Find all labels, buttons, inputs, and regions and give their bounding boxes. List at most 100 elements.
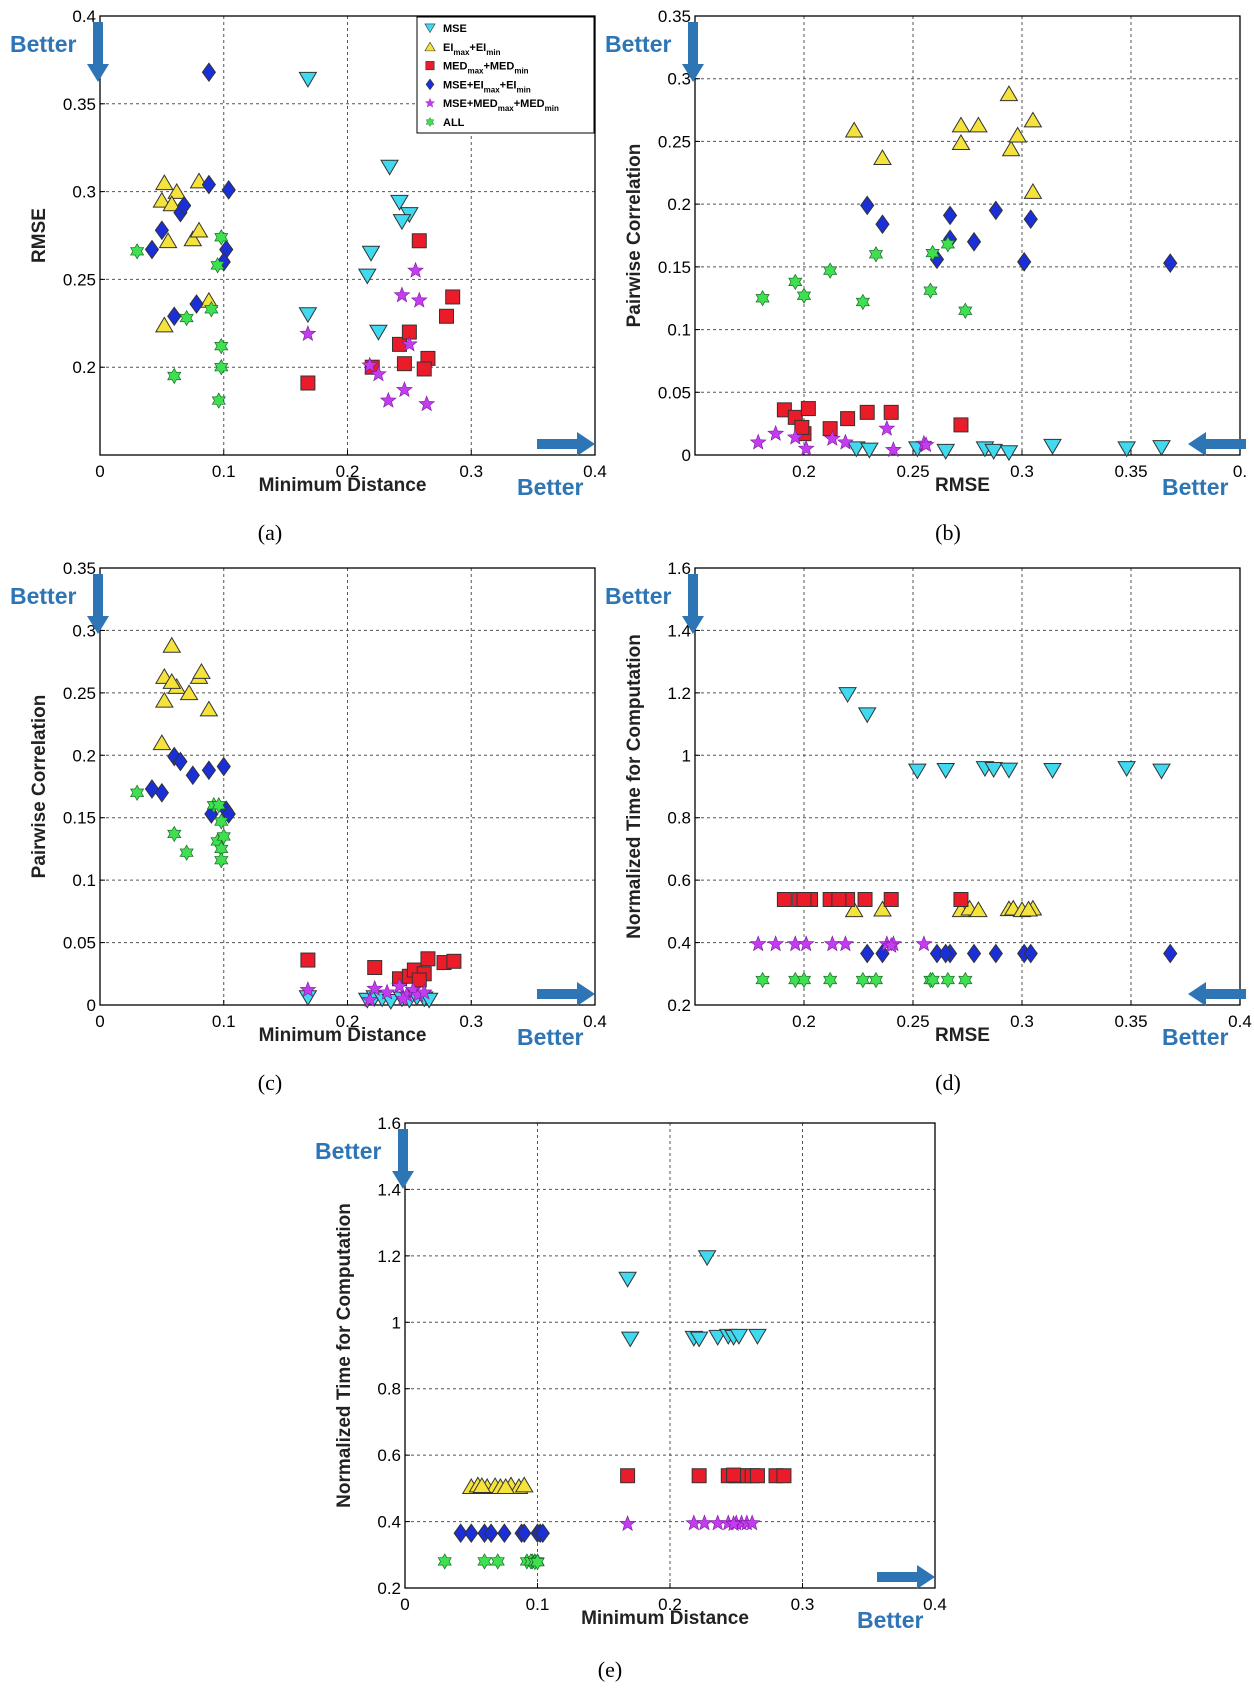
x-tick-label: 0.2 <box>336 1012 360 1031</box>
x-tick-label: 0. <box>1233 462 1247 481</box>
series-med <box>776 401 969 442</box>
y-axis-label: Pairwise Correlation <box>29 695 50 879</box>
chart-panel-e: 0 0.1 0.2 0.3 0.4 0.2 0.4 0.6 0.8 1 1.2 1.4 1.6 Minim… <box>315 1114 947 1682</box>
data-point-med <box>794 419 810 435</box>
data-point-all <box>214 851 229 869</box>
series-med <box>300 951 462 988</box>
panel-caption: (d) <box>935 1070 961 1095</box>
data-point-ei <box>154 174 174 191</box>
data-point-ei <box>472 1477 492 1493</box>
series-mseei <box>453 1523 550 1544</box>
data-point-msemed <box>915 935 933 952</box>
y-tick-label: 0.2 <box>72 746 96 765</box>
data-point-mseei <box>453 1523 468 1544</box>
data-point-med <box>776 1468 792 1484</box>
data-point-all <box>130 784 145 801</box>
data-point-msemed <box>299 981 317 998</box>
x-tick-label: 0 <box>400 1595 409 1614</box>
data-point-mseei <box>189 294 204 314</box>
data-point-ei <box>179 684 199 701</box>
data-point-med <box>367 960 383 976</box>
data-point-mseei <box>201 760 217 781</box>
data-point-ei <box>514 1476 534 1493</box>
x-tick-label: 0.3 <box>791 1595 815 1614</box>
data-point-msemed <box>396 381 413 398</box>
better-arrow-head <box>87 64 109 82</box>
data-point-mse <box>748 1328 767 1345</box>
plot-area <box>695 568 1240 1005</box>
data-point-mse <box>689 1331 709 1348</box>
data-point-msemed <box>767 935 785 952</box>
data-point-ei <box>154 691 174 708</box>
data-point-mseei <box>484 1523 499 1544</box>
data-point-msemed <box>917 436 935 453</box>
data-point-msemed <box>366 979 384 996</box>
y-tick-label: 0.4 <box>667 934 691 953</box>
series-mse <box>298 71 438 341</box>
y-tick-label: 1.4 <box>667 621 691 640</box>
x-tick-label: 0.2 <box>792 1012 816 1031</box>
data-point-all <box>530 1553 545 1571</box>
series-all <box>755 971 973 989</box>
chart-panel-a: 0 0.1 0.2 0.3 0.4 0.2 0.25 0.3 0.35 0.4 Minimum Di… <box>10 7 607 545</box>
better-label-y: Better <box>605 31 672 57</box>
data-point-mseei <box>988 200 1003 221</box>
legend-item-all: ALL <box>425 117 465 129</box>
better-indicators: Better Better <box>10 22 595 500</box>
data-point-all <box>796 287 812 304</box>
data-point-mseei <box>860 943 875 964</box>
data-point-mse <box>361 245 381 262</box>
better-arrow-shaft <box>398 1129 408 1171</box>
series-all <box>755 236 973 319</box>
x-tick-label: 0.3 <box>459 462 483 481</box>
y-tick-label: 0.8 <box>667 809 691 828</box>
series-mseei <box>144 746 236 824</box>
x-tick-label: 0.1 <box>526 1595 550 1614</box>
better-arrow-shaft <box>1206 439 1246 449</box>
data-point-all <box>796 971 812 989</box>
data-point-mse <box>357 268 377 285</box>
series-ei <box>152 636 219 751</box>
data-point-msemed <box>410 291 428 308</box>
x-tick-label: 0.2 <box>792 462 816 481</box>
y-tick-label: 0.15 <box>63 809 96 828</box>
legend-label: MSE+MEDmax+MEDmin <box>443 98 559 113</box>
data-point-mse <box>838 687 857 704</box>
data-point-mse <box>390 194 409 211</box>
data-point-med <box>953 891 969 907</box>
data-point-all <box>755 971 770 989</box>
data-point-med <box>420 951 436 967</box>
axes-frame <box>694 15 1241 456</box>
data-point-mseei <box>464 1523 479 1544</box>
x-axis-label: Minimum Distance <box>259 475 427 496</box>
data-point-med <box>883 891 899 907</box>
data-point-mseei <box>966 943 982 964</box>
data-point-mse <box>1117 761 1137 778</box>
data-point-mse <box>1043 762 1062 779</box>
data-point-ei <box>873 149 892 166</box>
y-tick-label: 0.3 <box>667 70 691 89</box>
legend-box <box>416 16 595 134</box>
data-point-mse <box>369 324 388 341</box>
data-point-mse <box>618 1271 637 1288</box>
data-point-ei <box>1023 111 1043 128</box>
chart-panel-c: 0 0.1 0.2 0.3 0.4 0 0.05 0.1 0.15 0.2 0.25 0.3 0.35 M… <box>10 559 607 1095</box>
data-point-ei <box>152 191 172 208</box>
data-point-med <box>776 891 792 907</box>
data-point-all <box>925 971 940 989</box>
data-point-med <box>796 891 812 907</box>
data-point-ei <box>844 121 864 138</box>
data-point-all <box>868 971 884 989</box>
data-point-all <box>211 392 226 409</box>
data-point-med <box>300 952 316 968</box>
panel-caption: (a) <box>258 520 282 545</box>
data-point-mse <box>1152 763 1171 780</box>
better-arrow-shaft <box>688 574 698 616</box>
series-all <box>437 1553 545 1571</box>
data-point-mseei <box>860 195 875 216</box>
series-all <box>130 784 231 869</box>
data-point-msemed <box>415 983 433 1000</box>
better-label-y: Better <box>315 1138 382 1164</box>
data-point-all <box>179 309 194 327</box>
panel-caption: (b) <box>935 520 961 545</box>
